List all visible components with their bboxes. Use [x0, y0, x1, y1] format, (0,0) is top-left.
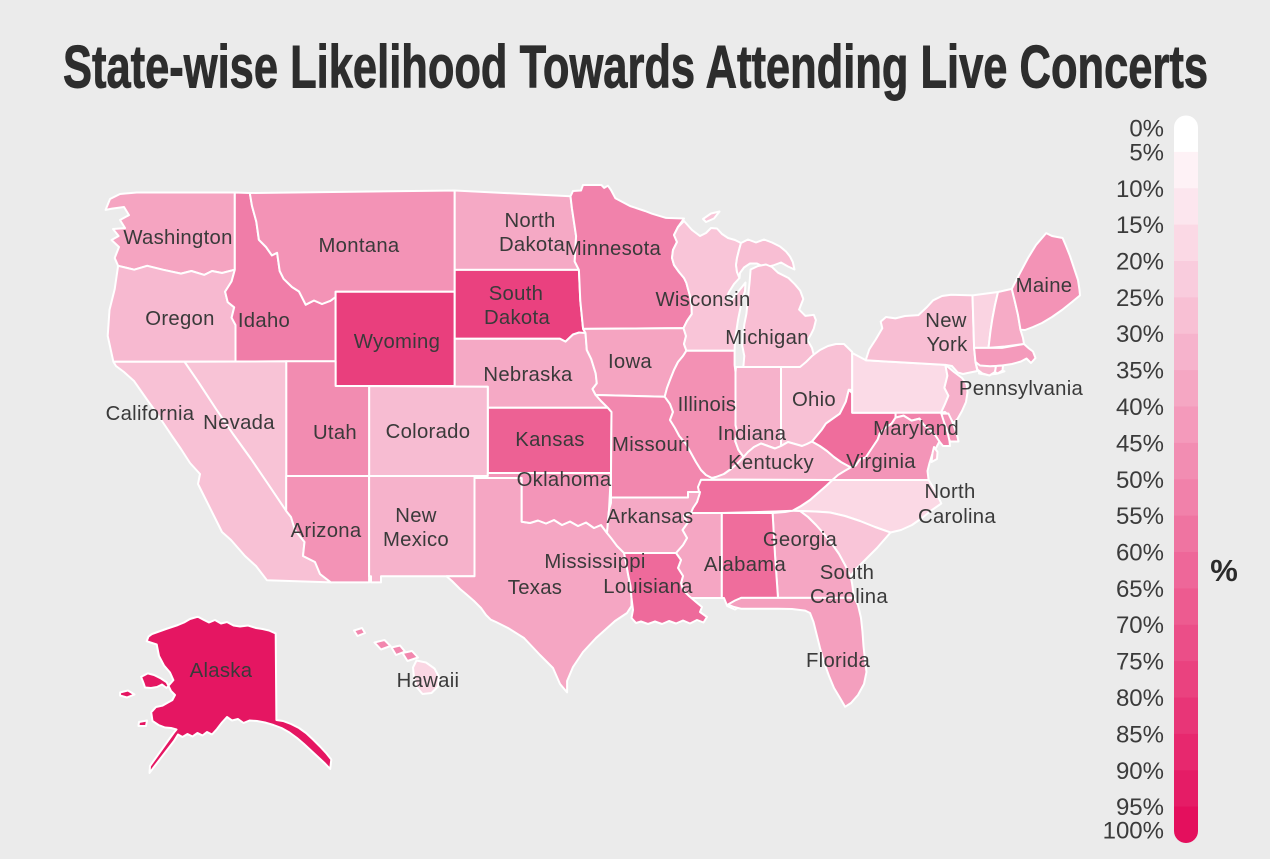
svg-text:Florida: Florida	[806, 650, 871, 672]
svg-text:Illinois: Illinois	[678, 394, 737, 416]
svg-text:South: South	[489, 283, 544, 305]
svg-text:60%: 60%	[1116, 540, 1164, 567]
svg-text:Colorado: Colorado	[386, 421, 471, 443]
svg-text:Alaska: Alaska	[190, 660, 253, 682]
svg-text:25%: 25%	[1116, 285, 1164, 312]
svg-text:Ohio: Ohio	[792, 389, 836, 411]
svg-text:Pennsylvania: Pennsylvania	[959, 378, 1084, 400]
svg-text:North: North	[504, 210, 555, 232]
svg-text:90%: 90%	[1116, 758, 1164, 785]
svg-text:Montana: Montana	[318, 235, 399, 257]
svg-text:Arkansas: Arkansas	[607, 506, 694, 528]
svg-text:New: New	[925, 310, 967, 332]
svg-text:80%: 80%	[1116, 685, 1164, 712]
svg-text:Minnesota: Minnesota	[565, 238, 662, 260]
svg-text:Maine: Maine	[1016, 275, 1073, 297]
svg-text:Carolina: Carolina	[918, 506, 996, 528]
svg-text:70%: 70%	[1116, 612, 1164, 639]
svg-text:York: York	[926, 334, 968, 356]
svg-text:0%: 0%	[1129, 116, 1164, 143]
svg-text:Kentucky: Kentucky	[728, 452, 814, 474]
svg-text:North: North	[924, 481, 975, 503]
svg-text:New: New	[395, 505, 437, 527]
svg-text:55%: 55%	[1116, 503, 1164, 530]
svg-text:Louisiana: Louisiana	[603, 576, 693, 598]
svg-text:Dakota: Dakota	[484, 307, 550, 329]
svg-text:South: South	[820, 562, 875, 584]
svg-text:Nevada: Nevada	[203, 412, 275, 434]
svg-text:Washington: Washington	[123, 227, 232, 249]
svg-text:Nebraska: Nebraska	[483, 364, 573, 386]
svg-text:Utah: Utah	[313, 422, 357, 444]
svg-text:State-wise Likelihood Towards: State-wise Likelihood Towards Attending …	[63, 34, 1208, 101]
svg-text:65%: 65%	[1116, 576, 1164, 603]
svg-text:Virginia: Virginia	[846, 451, 916, 473]
svg-text:75%: 75%	[1116, 649, 1164, 676]
svg-text:20%: 20%	[1116, 249, 1164, 276]
svg-text:Kansas: Kansas	[515, 429, 584, 451]
svg-text:30%: 30%	[1116, 321, 1164, 348]
svg-text:Mexico: Mexico	[383, 529, 449, 551]
svg-text:Carolina: Carolina	[810, 586, 888, 608]
svg-text:%: %	[1210, 553, 1238, 588]
svg-text:35%: 35%	[1116, 358, 1164, 385]
svg-text:Idaho: Idaho	[238, 310, 290, 332]
svg-text:15%: 15%	[1116, 212, 1164, 239]
svg-text:Oregon: Oregon	[145, 308, 214, 330]
svg-text:Texas: Texas	[508, 577, 562, 599]
svg-text:Wyoming: Wyoming	[354, 331, 440, 353]
svg-text:Georgia: Georgia	[763, 529, 838, 551]
svg-text:Wisconsin: Wisconsin	[655, 289, 750, 311]
svg-text:Hawaii: Hawaii	[397, 670, 460, 692]
svg-text:Alabama: Alabama	[704, 554, 787, 576]
svg-text:Missouri: Missouri	[612, 434, 690, 456]
svg-text:Iowa: Iowa	[608, 351, 652, 373]
svg-text:40%: 40%	[1116, 394, 1164, 421]
svg-text:50%: 50%	[1116, 467, 1164, 494]
svg-text:Mississippi: Mississippi	[544, 551, 645, 573]
svg-text:Michigan: Michigan	[725, 327, 809, 349]
svg-text:85%: 85%	[1116, 721, 1164, 748]
svg-text:Oklahoma: Oklahoma	[517, 469, 612, 491]
svg-text:5%: 5%	[1129, 139, 1164, 166]
svg-text:45%: 45%	[1116, 430, 1164, 457]
svg-text:California: California	[106, 403, 195, 425]
svg-text:100%: 100%	[1103, 818, 1164, 845]
svg-text:95%: 95%	[1116, 794, 1164, 821]
svg-text:Indiana: Indiana	[718, 423, 787, 445]
svg-text:Maryland: Maryland	[873, 418, 959, 440]
svg-text:Arizona: Arizona	[291, 520, 362, 542]
svg-text:Dakota: Dakota	[499, 234, 565, 256]
svg-text:10%: 10%	[1116, 176, 1164, 203]
